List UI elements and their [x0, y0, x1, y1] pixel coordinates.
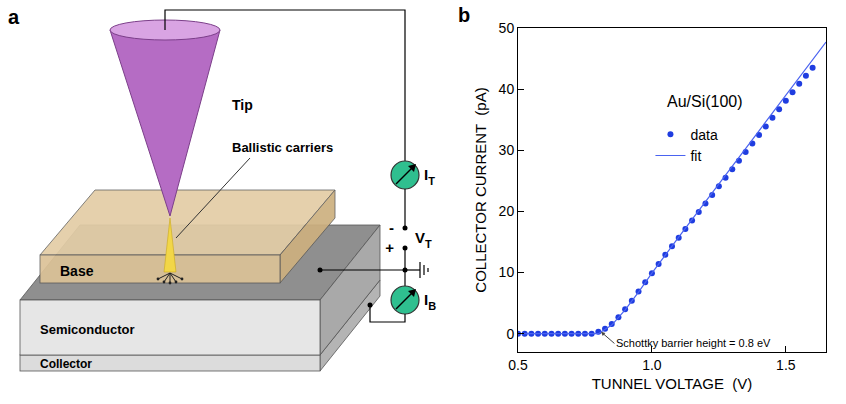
svg-text:Semiconductor: Semiconductor	[40, 322, 135, 337]
svg-text:Au/Si(100): Au/Si(100)	[667, 93, 743, 110]
svg-text:-: -	[389, 219, 394, 236]
svg-text:COLLECTOR CURRENT (pA): COLLECTOR CURRENT (pA)	[472, 87, 489, 292]
svg-text:40: 40	[499, 81, 515, 97]
svg-text:1.0: 1.0	[642, 357, 662, 373]
svg-text:data: data	[690, 127, 717, 143]
svg-text:Tip: Tip	[232, 97, 253, 113]
svg-text:+: +	[385, 239, 394, 256]
svg-text:Base: Base	[60, 263, 94, 279]
svg-text:TUNNEL VOLTAGE (V): TUNNEL VOLTAGE (V)	[592, 375, 753, 392]
svg-text:a: a	[8, 6, 20, 28]
svg-text:VT: VT	[415, 229, 432, 250]
svg-text:b: b	[458, 4, 470, 26]
svg-text:Collector: Collector	[40, 357, 92, 371]
svg-text:Schottky barrier height = 0.8: Schottky barrier height = 0.8 eV	[616, 337, 771, 349]
svg-text:30: 30	[499, 142, 515, 158]
svg-text:0.5: 0.5	[508, 357, 528, 373]
svg-text:10: 10	[499, 264, 515, 280]
svg-text:50: 50	[499, 20, 515, 36]
svg-text:IB: IB	[424, 291, 436, 312]
svg-text:20: 20	[499, 203, 515, 219]
svg-text:Ballistic carriers: Ballistic carriers	[232, 140, 333, 155]
svg-text:0: 0	[506, 326, 514, 342]
svg-text:fit: fit	[690, 148, 701, 164]
svg-text:1.5: 1.5	[776, 357, 796, 373]
svg-text:IT: IT	[424, 166, 435, 187]
